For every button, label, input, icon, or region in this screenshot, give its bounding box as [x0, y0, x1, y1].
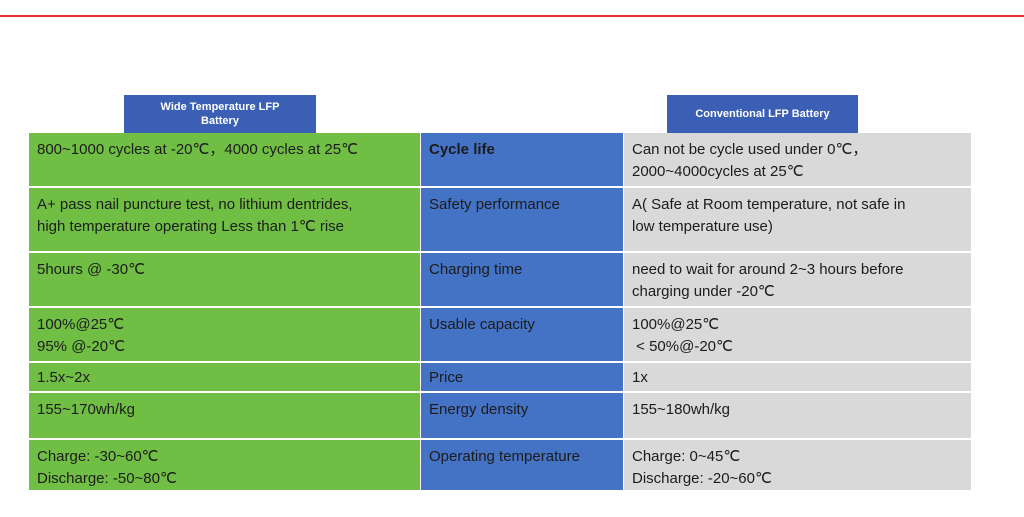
cell-line: 95% @-20℃: [37, 338, 125, 355]
conventional-cell: 1x: [624, 363, 971, 391]
wide-cell: 100%@25℃ 95% @-20℃: [29, 308, 420, 361]
cell-line: < 50%@-20℃: [632, 338, 733, 355]
feature-cell: Usable capacity: [421, 308, 623, 361]
cell-text: Usable capacity: [429, 316, 535, 333]
cell-text: Charging time: [429, 261, 523, 278]
header-line: Conventional LFP Battery: [695, 108, 830, 120]
cell-line: Charge: -30~60℃: [37, 448, 159, 465]
wide-cell: A+ pass nail puncture test, no lithium d…: [29, 188, 420, 251]
header-line: Battery: [201, 115, 239, 127]
cell-text: Operating temperature: [429, 448, 580, 465]
header-right: Conventional LFP Battery: [667, 95, 858, 133]
cell-line: need to wait for around 2~3 hours before: [632, 261, 904, 278]
feature-cell: Safety performance: [421, 188, 623, 251]
cell-text: Price: [429, 369, 464, 386]
cell-line: Can not be cycle used under 0℃，: [632, 141, 868, 158]
cell-text: Energy density: [429, 401, 529, 418]
conventional-cell: Charge: 0~45℃ Discharge: -20~60℃: [624, 440, 971, 490]
cell-line: 2000~4000cycles at 25℃: [632, 163, 804, 180]
conventional-cell: A( Safe at Room temperature, not safe in…: [624, 188, 971, 251]
wide-cell: 1.5x~2x: [29, 363, 420, 391]
feature-cell: Energy density: [421, 393, 623, 438]
conventional-cell: need to wait for around 2~3 hours before…: [624, 253, 971, 306]
cell-line: Discharge: -20~60℃: [632, 470, 772, 487]
feature-cell: Price: [421, 363, 623, 391]
header-left: Wide Temperature LFP Battery: [124, 95, 316, 133]
cell-line: 1x: [632, 369, 648, 386]
cell-line: 155~180wh/kg: [632, 401, 730, 418]
cell-line: Charge: 0~45℃: [632, 448, 741, 465]
wide-cell: 155~170wh/kg: [29, 393, 420, 438]
cell-line: Discharge: -50~80℃: [37, 470, 177, 487]
cell-line: A+ pass nail puncture test, no lithium d…: [37, 196, 353, 213]
conventional-cell: Can not be cycle used under 0℃， 2000~4000…: [624, 133, 971, 186]
feature-cell: Charging time: [421, 253, 623, 306]
cell-line: low temperature use): [632, 218, 773, 235]
feature-cell: Operating temperature: [421, 440, 623, 490]
cell-line: 155~170wh/kg: [37, 401, 135, 418]
feature-cell: Cycle life: [421, 133, 623, 186]
cell-line: 100%@25℃: [632, 316, 720, 333]
cell-line: high temperature operating Less than 1℃ …: [37, 218, 345, 235]
wide-cell: Charge: -30~60℃ Discharge: -50~80℃: [29, 440, 420, 490]
cell-line: 100%@25℃: [37, 316, 125, 333]
divider: [0, 15, 1024, 17]
wide-cell: 800~1000 cycles at -20℃，4000 cycles at 2…: [29, 133, 420, 186]
cell-line: 5hours @ -30℃: [37, 261, 145, 278]
cell-line: 800~1000 cycles at -20℃，4000 cycles at 2…: [37, 141, 358, 158]
conventional-cell: 100%@25℃ < 50%@-20℃: [624, 308, 971, 361]
header-line: Wide Temperature LFP: [160, 101, 280, 113]
wide-cell: 5hours @ -30℃: [29, 253, 420, 306]
cell-text: Safety performance: [429, 196, 560, 213]
conventional-cell: 155~180wh/kg: [624, 393, 971, 438]
cell-line: charging under -20℃: [632, 283, 775, 300]
cell-text: Cycle life: [429, 141, 495, 158]
cell-line: 1.5x~2x: [37, 369, 90, 386]
cell-line: A( Safe at Room temperature, not safe in: [632, 196, 906, 213]
